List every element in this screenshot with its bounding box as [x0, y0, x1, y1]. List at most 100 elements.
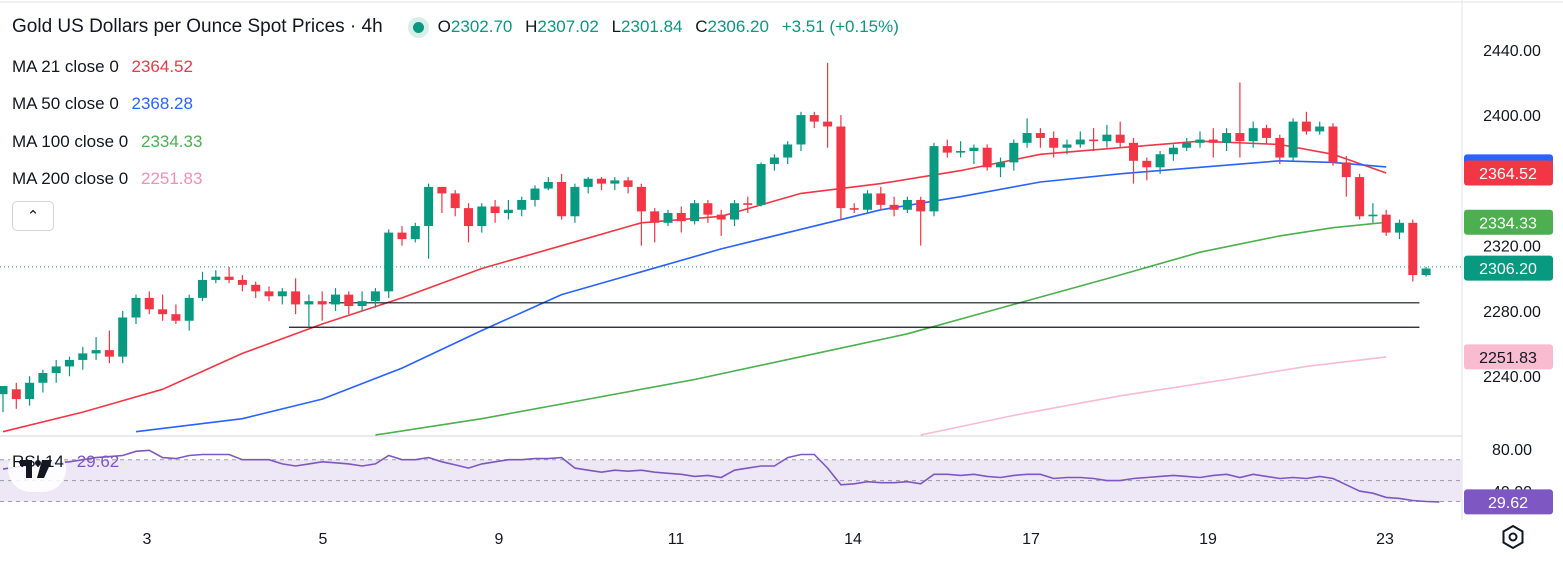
candle [530, 185, 540, 207]
candle [237, 275, 247, 292]
price-tag-ma-21: 2364.52 [1464, 160, 1553, 186]
candle-body [370, 291, 380, 302]
candle [1142, 157, 1152, 181]
candle-body [1035, 133, 1045, 138]
market-status-icon [412, 21, 424, 33]
price-tag-bg [1464, 255, 1553, 281]
candle-body [1049, 137, 1059, 148]
candle-body [1341, 162, 1351, 178]
indicator-ma50[interactable]: MA 50 close 0 2368.28 [12, 94, 193, 114]
candle [464, 203, 473, 243]
candle-body [410, 226, 420, 240]
candle [610, 177, 620, 191]
candle-body [144, 297, 154, 310]
candle-body [51, 366, 61, 373]
candle [0, 386, 8, 413]
candle [1395, 219, 1404, 240]
rsi-value: 29.62 [76, 452, 120, 471]
candle-body [344, 294, 354, 307]
rsi-price-tag: 29.62 [1464, 489, 1553, 515]
indicator-ma200[interactable]: MA 200 close 0 2251.83 [12, 169, 202, 189]
candle-body [1022, 133, 1032, 143]
candle [131, 294, 141, 325]
candle-body [889, 204, 899, 210]
candle-body [623, 180, 633, 187]
price-tag-bg [1464, 160, 1553, 186]
candle [1115, 121, 1125, 148]
candle-body [530, 188, 540, 200]
series-ma-50 [135, 160, 1387, 433]
candle-body [171, 314, 181, 321]
x-tick-label: 19 [1199, 531, 1217, 548]
candle [743, 196, 753, 214]
candle [490, 199, 500, 223]
chart-header: Gold US Dollars per Ounce Spot Prices · … [12, 16, 899, 38]
candle [570, 183, 580, 223]
candle-body [277, 291, 287, 297]
candle-body [1208, 139, 1218, 143]
candle [1009, 139, 1019, 171]
candle [969, 144, 979, 165]
candle [291, 278, 301, 315]
candle [118, 310, 128, 364]
low-value: 2301.84 [621, 17, 683, 36]
candle [1035, 128, 1045, 148]
candle-body [1182, 142, 1192, 148]
candle [1381, 209, 1391, 236]
tradingview-logo-icon[interactable] [8, 446, 66, 492]
candle [956, 141, 966, 158]
candle [1182, 137, 1192, 151]
candle [636, 183, 646, 246]
candle-body [25, 382, 35, 400]
candle-body [597, 178, 606, 184]
candle [1301, 111, 1311, 135]
candle [357, 291, 367, 311]
candle [876, 186, 886, 210]
candle-body [11, 389, 21, 400]
candle-body [956, 150, 966, 153]
candle-body [503, 209, 513, 214]
candle-body [1155, 154, 1165, 168]
candle [730, 199, 739, 227]
candle [1235, 82, 1245, 158]
candle [1155, 150, 1165, 174]
rsi-legend[interactable]: RSI 14 29.62 [12, 452, 119, 472]
y-tick-label: 2240.00 [1483, 369, 1541, 386]
candle-body [237, 279, 247, 285]
candle-body [636, 186, 646, 212]
candle-body [1381, 214, 1391, 233]
candle [583, 177, 593, 194]
candle [1368, 203, 1378, 223]
candle-body [1275, 137, 1285, 158]
x-tick-label: 5 [319, 531, 328, 548]
candle-body [1395, 222, 1404, 233]
open-value: 2302.70 [450, 17, 513, 36]
candle [1328, 123, 1338, 166]
price-tag-ma-100: 2334.33 [1464, 209, 1553, 235]
indicator-value: 2334.33 [140, 132, 203, 151]
indicator-label: MA 100 close 0 [12, 132, 129, 151]
candle-body [1062, 144, 1072, 148]
indicator-ma100[interactable]: MA 100 close 0 2334.33 [12, 132, 202, 152]
candle-body [690, 203, 700, 222]
settings-icon[interactable] [1500, 524, 1526, 550]
symbol-title[interactable]: Gold US Dollars per Ounce Spot Prices · … [12, 16, 383, 37]
candle [1355, 173, 1365, 220]
candle-body [942, 146, 952, 153]
candle [450, 190, 460, 217]
collapse-legend-button[interactable]: ⌃ [12, 201, 54, 231]
candle-body [1102, 134, 1112, 142]
candle [1168, 144, 1178, 161]
candle-body [543, 182, 553, 189]
candle-body [1315, 126, 1325, 132]
candle-body [184, 297, 194, 321]
candle [410, 222, 420, 243]
candle [623, 177, 633, 194]
candle-body [1235, 133, 1245, 142]
candle [158, 294, 168, 321]
candle-body [65, 359, 74, 367]
candle-body [1075, 139, 1085, 145]
indicator-ma21[interactable]: MA 21 close 0 2364.52 [12, 57, 193, 77]
